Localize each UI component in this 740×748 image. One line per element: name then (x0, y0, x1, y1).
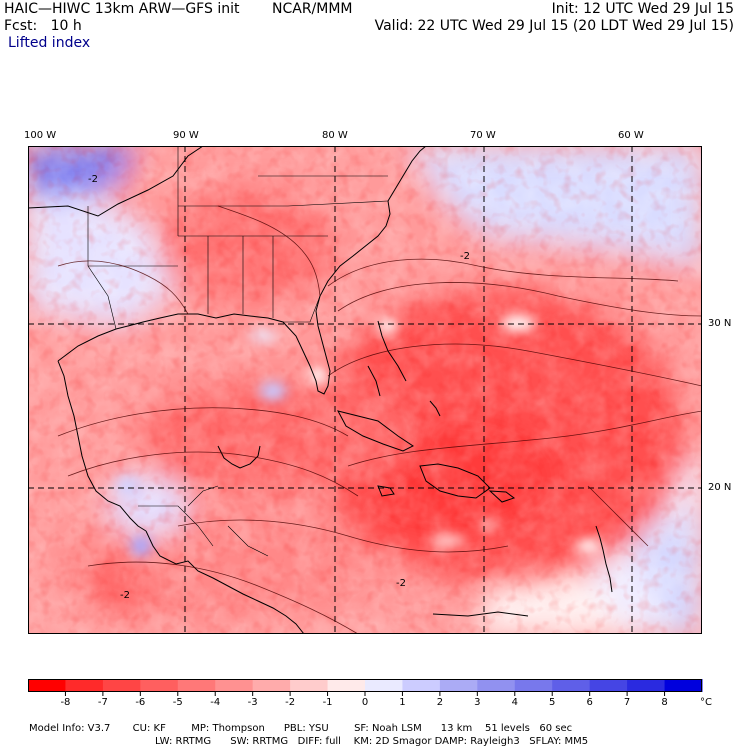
lon-label-80w: 80 W (322, 130, 348, 141)
li-contours (57, 205, 702, 634)
colorbar-box (514, 679, 553, 692)
colorbar-box (102, 679, 141, 692)
colorbar-tick-label: 5 (549, 697, 555, 708)
colorbar-box (365, 679, 403, 692)
lon-label-100w: 100 W (24, 130, 57, 141)
forecast-hour: Fcst: 10 h (4, 18, 82, 34)
map-frame (28, 146, 702, 634)
colorbar-tick-label: 4 (512, 697, 518, 708)
lon-label-70w: 70 W (470, 130, 496, 141)
contour-label-group: -2 -2 -2 -2 (88, 174, 470, 601)
lon-label-60w: 60 W (618, 130, 644, 141)
colorbar-tick-label: -3 (248, 697, 258, 708)
colorbar-tick-label: 0 (362, 697, 368, 708)
colorbar-unit: °C (700, 697, 712, 708)
model-info-text-1: Model Info: V3.7 CU: KF MP: Thompson PBL… (29, 723, 573, 734)
field-features (116, 315, 600, 556)
model-info-text-2: LW: RRTMG SW: RRTMG DIFF: full KM: 2D Sm… (155, 736, 589, 747)
colorbar-tick-label: -4 (210, 697, 220, 708)
colorbar-boxes (28, 679, 703, 692)
colorbar-box (140, 679, 179, 692)
colorbar-tick-label: -1 (323, 697, 333, 708)
colorbar-box (252, 679, 291, 692)
colorbar-box (177, 679, 216, 692)
colorbar-box (627, 679, 666, 692)
lifted-index-map: -2 -2 -2 -2 (28, 146, 702, 634)
colorbar-tick-label: -6 (135, 697, 145, 708)
valid-time: Valid: 22 UTC Wed 29 Jul 15 (20 LDT Wed … (374, 18, 734, 34)
state-borders (87, 146, 389, 557)
model-info-line-2: LW: RRTMG SW: RRTMG DIFF: full KM: 2D Sm… (0, 724, 740, 748)
field-name: Lifted index (8, 35, 91, 51)
colorbar-box (402, 679, 441, 692)
organization-label: NCAR/MMM (272, 1, 353, 17)
colorbar-frame (28, 679, 702, 692)
colorbar: -8 -7 -6 -5 -4 -3 -2 -1 0 1 2 3 4 5 6 7 8 °C (28, 679, 712, 708)
colorbar-box (552, 679, 591, 692)
colorbar-labels: -8 -7 -6 -5 -4 -3 -2 -1 0 1 2 3 4 5 6 7 8 (60, 692, 668, 708)
colorbar-box (28, 679, 66, 692)
colorbar-box (327, 679, 366, 692)
model-info-line-1: Model Info: V3.7 CU: KF MP: Thompson PBL… (0, 711, 740, 735)
colorbar-tick-label: -2 (285, 697, 295, 708)
contour-label: -2 (460, 251, 470, 262)
colorbar-box (290, 679, 329, 692)
colorbar-box (664, 679, 703, 692)
colorbar-tick-label: 8 (661, 697, 667, 708)
colorbar-box (215, 679, 254, 692)
model-title: HAIC—HIWC 13km ARW—GFS init (4, 1, 240, 17)
colorbar-box (439, 679, 478, 692)
colorbar-tick-label: 2 (437, 697, 443, 708)
colorbar-tick-label: -7 (98, 697, 108, 708)
init-time: Init: 12 UTC Wed 29 Jul 15 (551, 1, 734, 17)
lat-label-20n: 20 N (708, 482, 732, 493)
contour-label: -2 (88, 174, 98, 185)
colorbar-tick-label: 7 (624, 697, 630, 708)
lat-label-30n: 30 N (708, 318, 732, 329)
colorbar-box (477, 679, 516, 692)
colorbar-tick-label: 6 (586, 697, 592, 708)
contour-label: -2 (120, 590, 130, 601)
colorbar-tick-label: -8 (60, 697, 70, 708)
coastlines (28, 146, 613, 634)
colorbar-box (589, 679, 628, 692)
colorbar-tick-label: 3 (474, 697, 480, 708)
contour-label: -2 (396, 578, 406, 589)
colorbar-tick-label: -5 (173, 697, 183, 708)
colorbar-tick-label: 1 (399, 697, 405, 708)
colorbar-box (65, 679, 104, 692)
lon-label-90w: 90 W (173, 130, 199, 141)
